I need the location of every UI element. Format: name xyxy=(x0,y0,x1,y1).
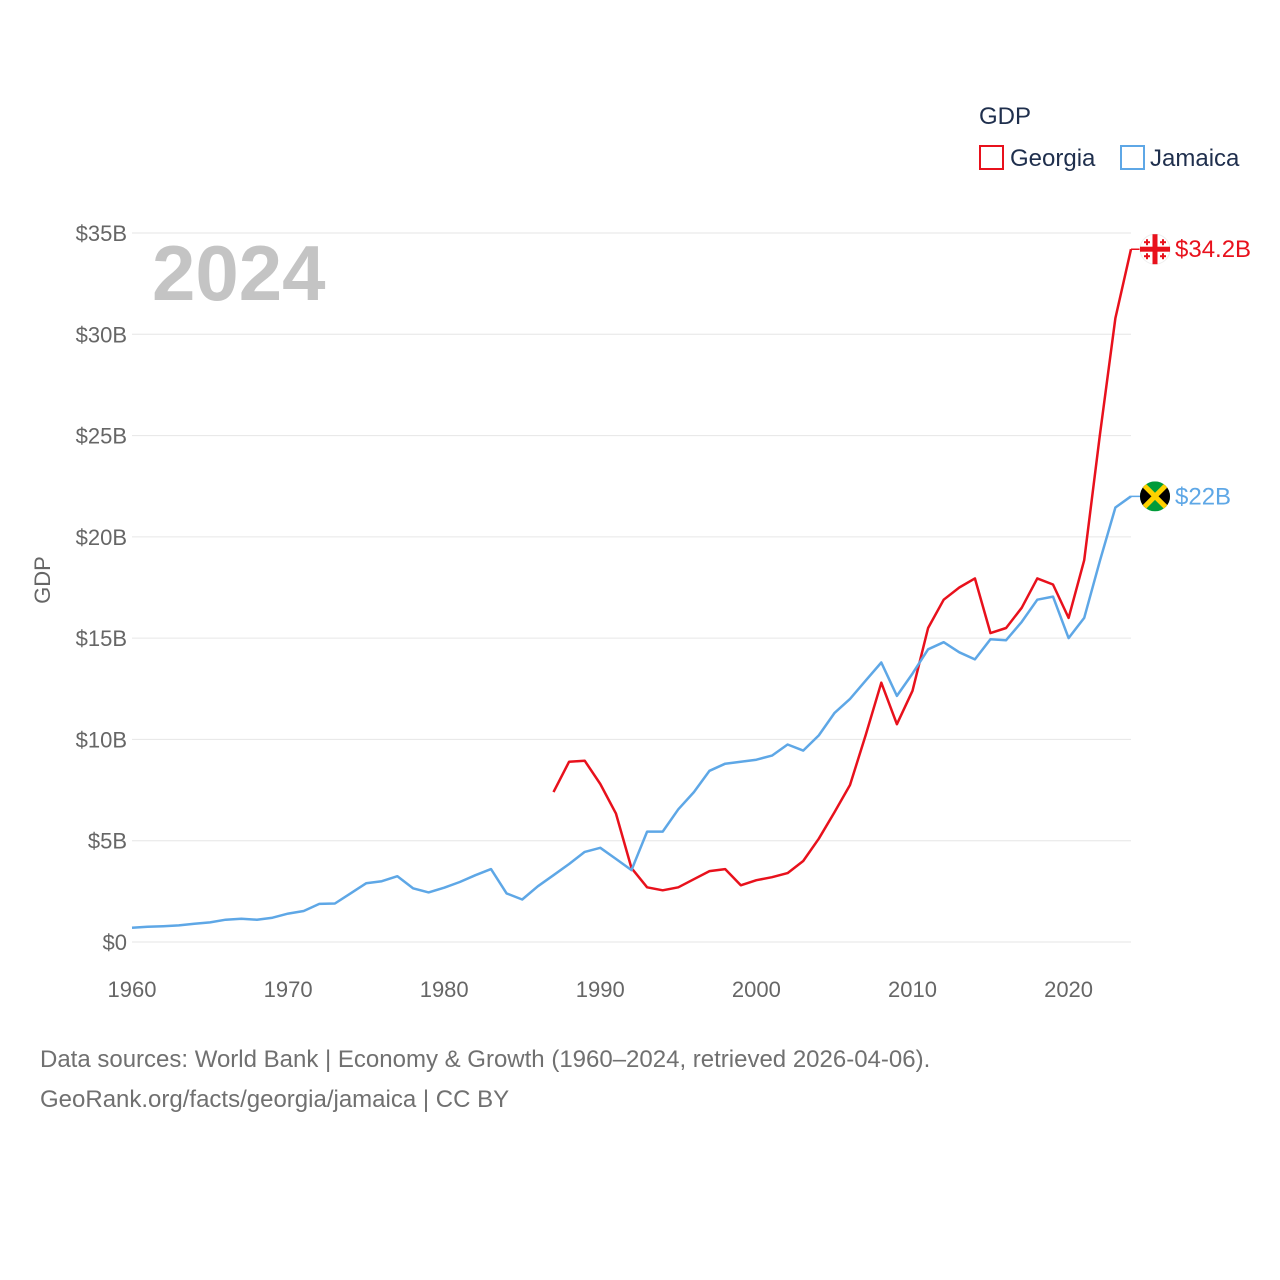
legend-swatch-georgia xyxy=(979,145,1004,170)
series-line-georgia[interactable] xyxy=(552,248,1133,892)
y-tick-label: $20B xyxy=(76,525,127,550)
legend-item-jamaica[interactable]: Jamaica xyxy=(1120,145,1240,172)
x-tick-label: 2000 xyxy=(732,977,781,1002)
jamaica-flag-icon xyxy=(1140,481,1170,512)
georgia-end-label: $34.2B xyxy=(1175,236,1251,263)
y-tick-label: $30B xyxy=(76,322,127,347)
legend: GDP Georgia Jamaica xyxy=(979,103,1240,172)
footer-attribution-line: GeoRank.org/facts/georgia/jamaica | CC B… xyxy=(40,1086,510,1113)
legend-label-georgia: Georgia xyxy=(1010,145,1096,172)
y-tick-label: $15B xyxy=(76,626,127,651)
x-tick-label: 1970 xyxy=(264,977,313,1002)
y-tick-label: $0 xyxy=(103,930,127,955)
series-line-jamaica[interactable] xyxy=(131,495,1132,930)
y-tick-label: $5B xyxy=(88,829,127,854)
grid-lines xyxy=(132,232,1131,943)
georgia-flag-icon xyxy=(1139,233,1171,265)
y-tick-label: $10B xyxy=(76,727,127,752)
x-tick-label: 1990 xyxy=(576,977,625,1002)
x-tick-label: 1960 xyxy=(108,977,157,1002)
x-tick-label: 1980 xyxy=(420,977,469,1002)
y-axis-title: GDP xyxy=(30,556,55,604)
legend-swatch-jamaica xyxy=(1120,145,1145,170)
x-tick-label: 2020 xyxy=(1044,977,1093,1002)
y-tick-label: $35B xyxy=(76,221,127,246)
x-axis-ticks: 1960 1970 1980 1990 2000 2010 2020 xyxy=(108,977,1094,1002)
y-tick-label: $25B xyxy=(76,424,127,449)
y-axis-ticks: $0 $5B $10B $15B $20B $25B $30B $35B xyxy=(76,221,127,955)
current-year-label: 2024 xyxy=(152,229,326,317)
footer-source-line: Data sources: World Bank | Economy & Gro… xyxy=(40,1046,931,1073)
jamaica-end-label: $22B xyxy=(1175,483,1231,510)
series-lines xyxy=(131,248,1155,930)
data-source-footer: Data sources: World Bank | Economy & Gro… xyxy=(40,1040,930,1120)
legend-title: GDP xyxy=(979,103,1031,130)
x-tick-label: 2010 xyxy=(888,977,937,1002)
legend-item-georgia[interactable]: Georgia xyxy=(979,145,1096,172)
legend-label-jamaica: Jamaica xyxy=(1150,145,1240,172)
gdp-line-chart: $0$5B$10B$15B$20B$25B$30B$35B 1960 1970 19… xyxy=(30,103,1251,1002)
